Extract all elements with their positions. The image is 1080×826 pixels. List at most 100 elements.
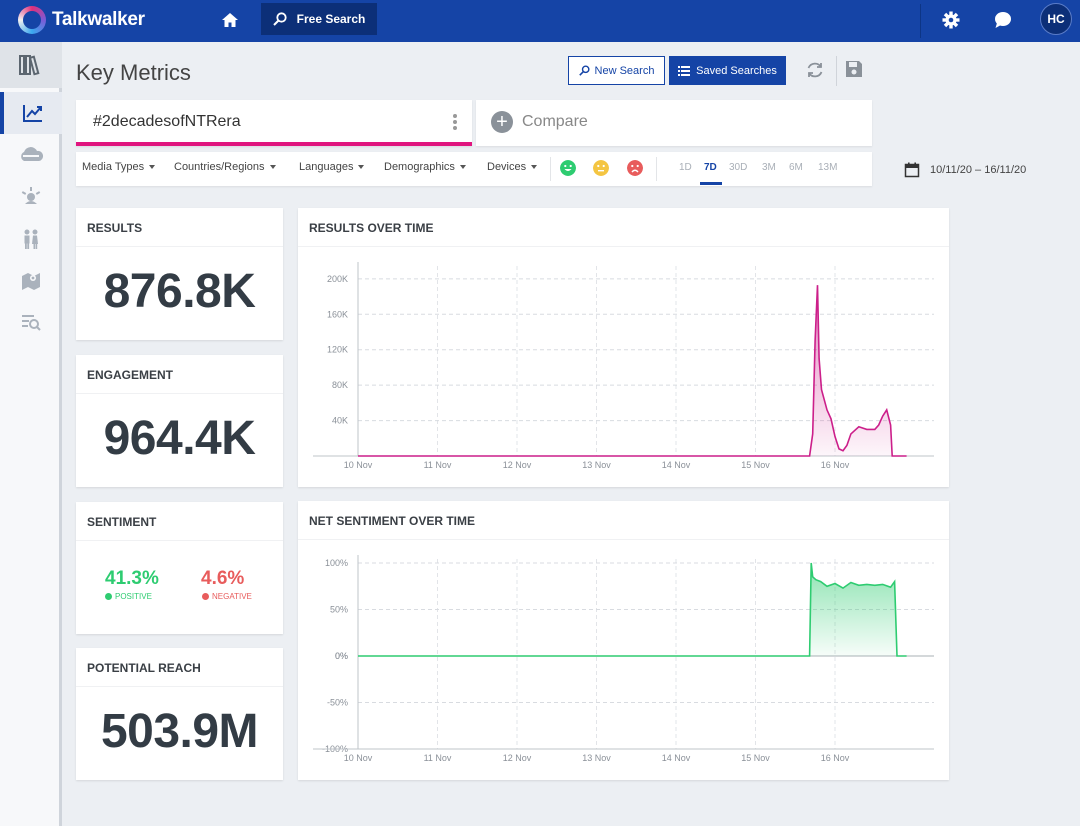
y-tick-label: 40K <box>332 416 348 426</box>
divider <box>550 157 551 181</box>
range-13m[interactable]: 13M <box>818 162 838 173</box>
x-tick-label: 16 Nov <box>821 460 850 470</box>
range-30d[interactable]: 30D <box>729 162 748 173</box>
x-tick-label: 12 Nov <box>503 460 532 470</box>
list-icon <box>678 65 691 76</box>
net-sentiment-chart[interactable]: -100%-50%0%50%100%0%10 Nov 11 Nov 12 Nov 13… <box>298 501 949 780</box>
positive-label-wrap: POSITIVE <box>105 592 152 601</box>
negative-face-icon[interactable] <box>627 160 643 176</box>
save-button[interactable] <box>845 60 867 82</box>
range-7d[interactable]: 7D <box>704 162 717 173</box>
filter-bar: Media Types Countries/Regions Languages … <box>76 152 872 186</box>
sidebar-item-themes[interactable] <box>0 176 62 218</box>
negative-label: NEGATIVE <box>212 592 252 601</box>
plus-icon: + <box>491 111 513 133</box>
divider <box>836 56 837 86</box>
logo[interactable]: Talkwalker <box>18 6 145 34</box>
negative-label-wrap: NEGATIVE <box>202 592 252 601</box>
free-search-label: Free Search <box>296 12 366 26</box>
free-search-button[interactable]: Free Search <box>261 3 377 35</box>
sidebar-item-library[interactable] <box>0 42 62 88</box>
search-icon <box>272 12 287 26</box>
positive-face-icon[interactable] <box>560 160 576 176</box>
home-icon <box>222 13 238 27</box>
range-3m[interactable]: 3M <box>762 162 776 173</box>
active-range-indicator <box>700 182 722 185</box>
saved-searches-label: Saved Searches <box>696 64 777 77</box>
results-chart-title: RESULTS OVER TIME <box>309 221 434 235</box>
results-over-time-chart[interactable]: 40K 80K 120K 160K 200K 10 Nov 11 Nov 12 Nov 13 N… <box>298 208 949 487</box>
query-tab[interactable]: #2decadesofNTRera <box>76 100 472 146</box>
new-search-label: New Search <box>594 64 655 77</box>
search-icon <box>578 65 590 76</box>
sentiment-card: SENTIMENT 41.3% POSITIVE 4.6% NEGATIVE <box>76 502 283 634</box>
positive-dot-icon <box>105 593 112 600</box>
chat-icon <box>995 12 1011 28</box>
people-icon <box>24 229 38 249</box>
x-tick-label: 14 Nov <box>662 753 691 763</box>
negative-pct: 4.6% <box>201 568 245 589</box>
y-tick-label: 50% <box>330 605 348 615</box>
range-6m[interactable]: 6M <box>789 162 803 173</box>
home-button[interactable] <box>218 8 242 32</box>
series-line <box>358 285 907 457</box>
divider <box>76 540 283 541</box>
chat-button[interactable] <box>992 9 1014 31</box>
gear-icon <box>942 11 960 29</box>
sidebar-item-demographics[interactable] <box>0 218 62 260</box>
x-tick-label: 15 Nov <box>741 753 770 763</box>
y-tick-label: 0% <box>335 651 348 661</box>
compare-label: Compare <box>522 113 588 130</box>
engagement-title: ENGAGEMENT <box>87 368 174 382</box>
list-search-icon <box>22 315 41 331</box>
refresh-button[interactable] <box>805 60 827 82</box>
settings-button[interactable] <box>940 9 962 31</box>
x-tick-label: 11 Nov <box>424 460 452 470</box>
engagement-card: ENGAGEMENT 964.4K <box>76 355 283 487</box>
sidebar <box>0 42 62 826</box>
negative-dot-icon <box>202 593 209 600</box>
talkwalker-logo-icon <box>18 6 46 34</box>
avatar[interactable]: HC <box>1040 3 1072 35</box>
ideas-icon <box>21 187 41 204</box>
y-tick-label: -50% <box>327 698 348 708</box>
results-card: RESULTS 876.8K <box>76 208 283 340</box>
new-search-button[interactable]: New Search <box>568 56 665 85</box>
x-tick-label: 12 Nov <box>503 753 532 763</box>
engagement-value: 964.4K <box>103 412 256 465</box>
saved-searches-button[interactable]: Saved Searches <box>669 56 786 85</box>
date-range[interactable]: 10/11/20 – 16/11/20 <box>930 164 1027 176</box>
sidebar-item-key-metrics[interactable] <box>0 92 62 134</box>
results-over-time-card: RESULTS OVER TIME 40K 80K 120K 160K 200K 10 N… <box>298 208 949 487</box>
cloud-icon <box>21 147 44 161</box>
map-icon <box>22 273 40 290</box>
refresh-icon <box>807 62 823 78</box>
x-tick-label: 16 Nov <box>821 753 850 763</box>
filter-devices[interactable]: Devices <box>487 161 537 173</box>
divider <box>920 4 921 38</box>
sidebar-item-influencers[interactable] <box>0 134 62 176</box>
filter-demographics[interactable]: Demographics <box>384 161 466 173</box>
y-tick-label: 120K <box>327 345 348 355</box>
query-text: #2decadesofNTRera <box>93 113 241 130</box>
top-bar: Talkwalker Free Search HC <box>0 0 1080 42</box>
y-tick-label: 0% <box>335 651 348 661</box>
save-icon <box>846 61 862 77</box>
y-tick-label: 100% <box>325 558 348 568</box>
filter-media-types[interactable]: Media Types <box>82 161 155 173</box>
kebab-menu-icon[interactable] <box>450 112 460 132</box>
sidebar-item-results[interactable] <box>0 302 62 344</box>
x-tick-label: 10 Nov <box>344 460 373 470</box>
results-title: RESULTS <box>87 221 143 235</box>
sidebar-item-map[interactable] <box>0 260 62 302</box>
divider <box>656 157 657 181</box>
range-1d[interactable]: 1D <box>679 162 692 173</box>
chart-line-icon <box>23 105 42 122</box>
reach-value: 503.9M <box>100 705 259 758</box>
sentiment-chart-title: NET SENTIMENT OVER TIME <box>309 514 476 528</box>
compare-tab[interactable]: + Compare <box>476 100 872 146</box>
filter-languages[interactable]: Languages <box>299 161 364 173</box>
calendar-icon[interactable] <box>904 162 920 178</box>
neutral-face-icon[interactable] <box>593 160 609 176</box>
filter-countries-regions[interactable]: Countries/Regions <box>174 161 276 173</box>
